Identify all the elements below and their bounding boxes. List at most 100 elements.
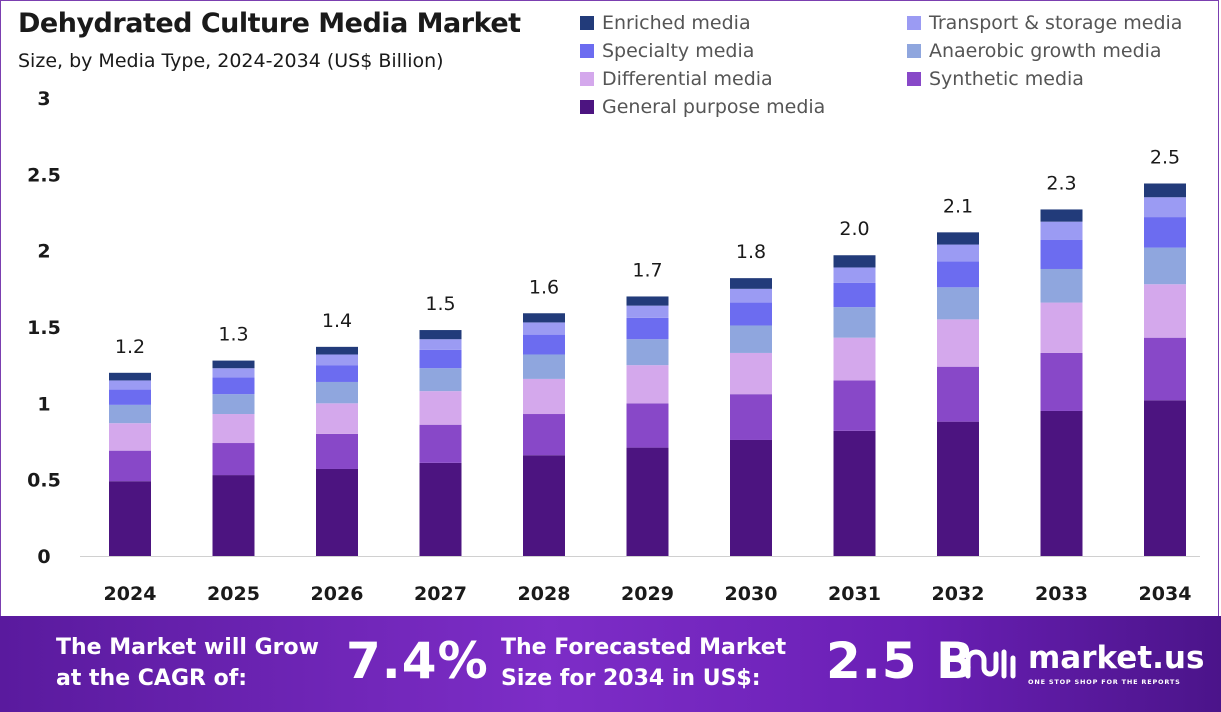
legend-swatch-anaerobic xyxy=(907,44,921,58)
bar-segment-general-purpose-media xyxy=(833,430,876,556)
legend-label-synthetic: Synthetic media xyxy=(929,68,1084,90)
legend-swatch-specialty xyxy=(580,44,594,58)
bar-total-label: 2.5 xyxy=(1150,146,1180,168)
bar-segment-synthetic-media xyxy=(419,424,462,463)
bar-segment-general-purpose-media xyxy=(523,455,565,556)
cagr-label-line1: The Market will Grow xyxy=(56,635,319,660)
y-tick-label: 0.5 xyxy=(27,470,61,492)
legend-swatch-synthetic xyxy=(907,72,921,86)
bar-segment-transport-storage-media xyxy=(833,267,876,283)
legend-swatch-enriched xyxy=(580,16,594,30)
bar-total-label: 1.8 xyxy=(736,241,766,263)
bar-segment-specialty-media xyxy=(626,317,669,340)
bar-segment-general-purpose-media xyxy=(626,447,669,556)
bar-segment-anaerobic-growth-media xyxy=(212,394,255,415)
bar-segment-enriched-media xyxy=(316,346,358,355)
cagr-label: The Market will Grow at the CAGR of: xyxy=(56,632,319,694)
legend-item-specialty: Specialty media xyxy=(580,38,754,64)
bar-segment-general-purpose-media xyxy=(316,468,358,556)
bar-segment-synthetic-media xyxy=(833,380,876,431)
bar-segment-anaerobic-growth-media xyxy=(730,325,772,353)
bar-total-label: 2.0 xyxy=(839,218,869,240)
bar-segment-anaerobic-growth-media xyxy=(1144,247,1186,285)
forecast-label-line1: The Forecasted Market xyxy=(501,635,787,660)
bar-segment-general-purpose-media xyxy=(1040,410,1083,556)
y-tick-label: 1.5 xyxy=(27,317,61,339)
legend-item-differential: Differential media xyxy=(580,66,773,92)
x-tick-label: 2030 xyxy=(725,583,778,605)
legend-item-synthetic: Synthetic media xyxy=(907,66,1084,92)
bar-segment-enriched-media xyxy=(937,232,979,245)
bar-segment-differential-media xyxy=(523,378,565,415)
bar-total-label: 1.5 xyxy=(425,293,455,315)
bar-segment-anaerobic-growth-media xyxy=(316,381,358,404)
bar-segment-general-purpose-media xyxy=(109,481,151,556)
bar-segment-general-purpose-media xyxy=(730,439,772,556)
y-tick-label: 3 xyxy=(37,88,50,110)
forecast-label: The Forecasted Market Size for 2034 in U… xyxy=(501,632,786,694)
legend-item-enriched: Enriched media xyxy=(580,10,751,36)
x-tick-label: 2028 xyxy=(518,583,571,605)
stacked-bar-chart: 0 0.5 1 1.5 2 2.5 3 1.2 2024 1.3 2025 1.4 2026 1.5 202… xyxy=(27,88,1200,605)
y-tick-label: 2 xyxy=(37,241,50,263)
bar-segment-specialty-media xyxy=(1040,239,1083,269)
bar-segment-synthetic-media xyxy=(1040,352,1083,411)
x-tick-label: 2026 xyxy=(311,583,364,605)
bar-segment-differential-media xyxy=(316,403,358,434)
cagr-label-line2: at the CAGR of: xyxy=(56,666,248,691)
bar-segment-transport-storage-media xyxy=(1144,197,1186,218)
bar-segment-anaerobic-growth-media xyxy=(937,287,979,320)
bar-total-label: 1.3 xyxy=(218,324,248,346)
bar-segment-enriched-media xyxy=(419,330,462,340)
legend-swatch-differential xyxy=(580,72,594,86)
brand-name: market.us xyxy=(1028,640,1205,676)
bar-segment-synthetic-media xyxy=(316,433,358,469)
bar-segment-differential-media xyxy=(419,391,462,425)
bar-segment-specialty-media xyxy=(419,349,462,369)
legend-label-specialty: Specialty media xyxy=(602,40,755,62)
bar-segment-specialty-media xyxy=(523,334,565,355)
bar-segment-transport-storage-media xyxy=(419,339,462,350)
y-tick-label: 0 xyxy=(37,546,50,568)
bar-segment-synthetic-media xyxy=(109,450,151,482)
cagr-value: 7.4% xyxy=(346,632,489,690)
bar-segment-transport-storage-media xyxy=(730,288,772,303)
legend-swatch-transport xyxy=(907,16,921,30)
bar-segment-enriched-media xyxy=(109,372,151,381)
bar-segment-general-purpose-media xyxy=(1144,400,1186,556)
bar-segment-anaerobic-growth-media xyxy=(419,368,462,392)
bar-segment-general-purpose-media xyxy=(212,475,255,556)
bar-segment-synthetic-media xyxy=(937,366,979,422)
bar-segment-specialty-media xyxy=(730,302,772,326)
y-tick-label: 1 xyxy=(37,393,50,415)
brand-logo-icon xyxy=(965,649,1016,679)
bar-segment-enriched-media xyxy=(1040,209,1083,222)
bar-total-label: 1.2 xyxy=(115,336,145,358)
legend-label-enriched: Enriched media xyxy=(602,12,751,34)
bar-segment-specialty-media xyxy=(316,365,358,382)
brand-tagline: ONE STOP SHOP FOR THE REPORTS xyxy=(1028,678,1181,686)
bar-segment-transport-storage-media xyxy=(212,368,255,378)
brand-logo[interactable]: market.us ONE STOP SHOP FOR THE REPORTS xyxy=(964,640,1205,686)
bar-segment-synthetic-media xyxy=(730,394,772,440)
bar-segment-synthetic-media xyxy=(1144,337,1186,401)
bar-segment-anaerobic-growth-media xyxy=(109,404,151,424)
bar-total-label: 2.3 xyxy=(1046,172,1076,194)
x-tick-label: 2033 xyxy=(1035,583,1088,605)
x-tick-label: 2031 xyxy=(828,583,881,605)
legend-label-anaerobic: Anaerobic growth media xyxy=(929,40,1162,62)
bar-segment-differential-media xyxy=(212,414,255,444)
summary-banner: The Market will Grow at the CAGR of: 7.4… xyxy=(0,616,1221,712)
bar-segment-anaerobic-growth-media xyxy=(1040,268,1083,303)
chart-title: Dehydrated Culture Media Market xyxy=(18,8,521,39)
bar-segment-differential-media xyxy=(730,352,772,395)
bar-segment-specialty-media xyxy=(212,377,255,395)
y-tick-label: 2.5 xyxy=(27,164,61,186)
bar-segment-enriched-media xyxy=(1144,183,1186,198)
legend-swatch-general xyxy=(580,100,594,114)
bar-segment-specialty-media xyxy=(1144,217,1186,248)
forecast-value: 2.5 B xyxy=(826,632,976,690)
bar-segment-synthetic-media xyxy=(626,403,669,448)
bar-segment-anaerobic-growth-media xyxy=(833,307,876,338)
x-tick-label: 2029 xyxy=(621,583,674,605)
